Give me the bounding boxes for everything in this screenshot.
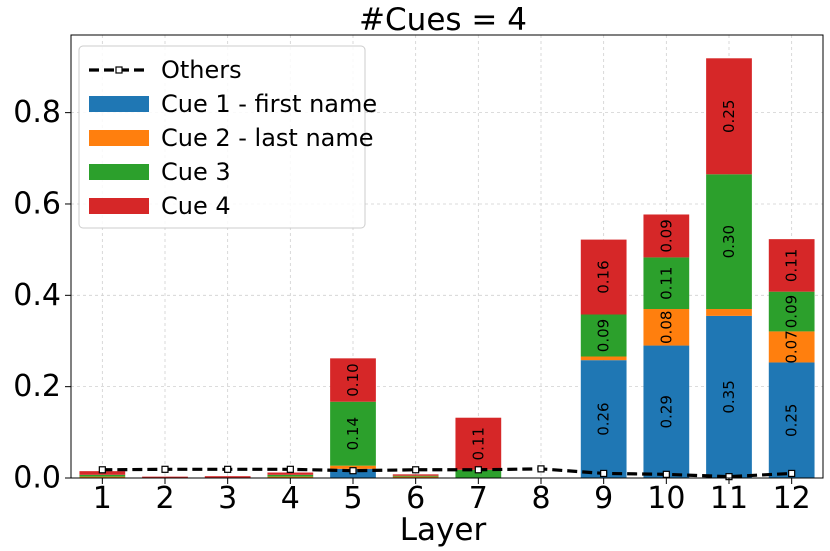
bar-value-label: 0.11 [469,427,487,460]
others-point [474,466,482,474]
bar-segment [392,475,439,477]
bar-segment [706,58,752,175]
axes-layer: 0.00.20.40.60.81 2 3 4 5 6 7 8 9 10 11 12 [13,34,824,516]
bar-segment [79,474,126,477]
legend-swatch [89,198,149,214]
bar-segment [643,214,690,258]
bar-segment [580,314,627,357]
legend-swatch [89,164,149,180]
bar-segment [768,291,815,332]
x-axis-label: Layer [400,512,487,548]
bar-value-label: 0.26 [595,402,613,435]
others-point [412,466,420,474]
others-point [161,465,169,473]
x-tick-label: 11 [710,481,748,516]
others-point [224,465,232,473]
x-tick-label: 1 [93,481,112,516]
bar-segment [204,476,251,478]
bar-value-label: 0.14 [344,417,362,450]
others-line [102,467,792,479]
bar-segment [267,476,314,478]
bar-segment [643,345,690,478]
x-tick-label: 2 [155,481,174,516]
bar-value-label: 0.25 [783,404,801,437]
bar-value-label: 0.08 [657,311,675,344]
data-labels-layer: 0.26 0.29 0.35 0.25 0.08 0.07 0.14 0.09 0.11 0.30… [344,100,801,461]
bar-value-label: 0.10 [344,363,362,396]
bar-value-label: 0.11 [657,267,675,300]
others-line-layer [98,465,796,481]
bar-segment [580,360,627,478]
y-tick-label: 0.0 [13,461,61,496]
x-tick-label: 4 [281,481,300,516]
legend-swatch [89,130,149,146]
bar-segment [706,315,752,478]
others-point [788,469,796,478]
y-tick-label: 0.6 [13,186,61,221]
bar-segment [330,358,376,402]
y-tick-label: 0.8 [13,95,61,130]
bar-value-label: 0.35 [720,380,738,413]
bar-value-label: 0.16 [595,260,613,293]
bar-segment [455,417,502,470]
bar-value-label: 0.11 [783,249,801,282]
bar-segment [580,239,627,315]
bar-value-label: 0.29 [657,395,675,428]
legend-label: Cue 1 - first name [161,90,377,118]
legend-label: Cue 2 - last name [161,124,374,152]
bar-segment [706,309,752,316]
chart-title: #Cues = 4 [359,2,527,38]
others-point [537,465,545,473]
others-point [286,465,294,473]
x-tick-label: 7 [469,481,488,516]
legend: Others Cue 1 - first name Cue 2 - last nam… [78,45,377,229]
others-point [349,467,357,475]
x-tick-label: 9 [594,481,613,516]
bar-segment [643,309,690,346]
bar-segment [580,356,627,361]
bar-value-label: 0.09 [595,319,613,352]
bar-segment [142,476,188,478]
y-tick-label: 0.2 [13,369,61,404]
legend-line-marker [115,66,123,74]
bars-layer [79,58,815,479]
bar-segment [267,474,314,477]
bar-value-label: 0.25 [720,100,738,133]
bar-value-label: 0.09 [657,219,675,252]
x-tick-label: 3 [218,481,237,516]
x-tick-label: 5 [343,481,362,516]
y-tick-label: 0.4 [13,278,61,313]
bar-segment [392,476,439,478]
x-tick-label: 10 [647,481,685,516]
x-tick-label: 12 [773,481,811,516]
legend-swatch [89,96,149,112]
bar-value-label: 0.07 [783,330,801,363]
x-tick-label: 8 [531,481,550,516]
plot-frame [70,34,824,479]
bar-value-label: 0.09 [783,295,801,328]
bar-segment [768,362,815,478]
bar-segment [768,331,815,363]
bar-value-label: 0.30 [720,225,738,258]
bar-segment [79,476,126,478]
others-point [98,466,106,474]
bar-segment [768,239,815,292]
bar-segment [643,257,690,310]
bar-segment [706,174,752,310]
legend-label: Cue 4 [161,192,231,220]
others-point [662,470,670,478]
x-tick-label: 6 [406,481,425,516]
legend-label: Cue 3 [161,158,231,186]
bar-segment [392,474,439,476]
legend-label: Others [161,56,242,84]
bar-segment [455,469,502,478]
others-point [600,469,608,478]
bar-segment [330,401,376,466]
legend-box [78,45,366,229]
bar-segment [267,472,314,475]
